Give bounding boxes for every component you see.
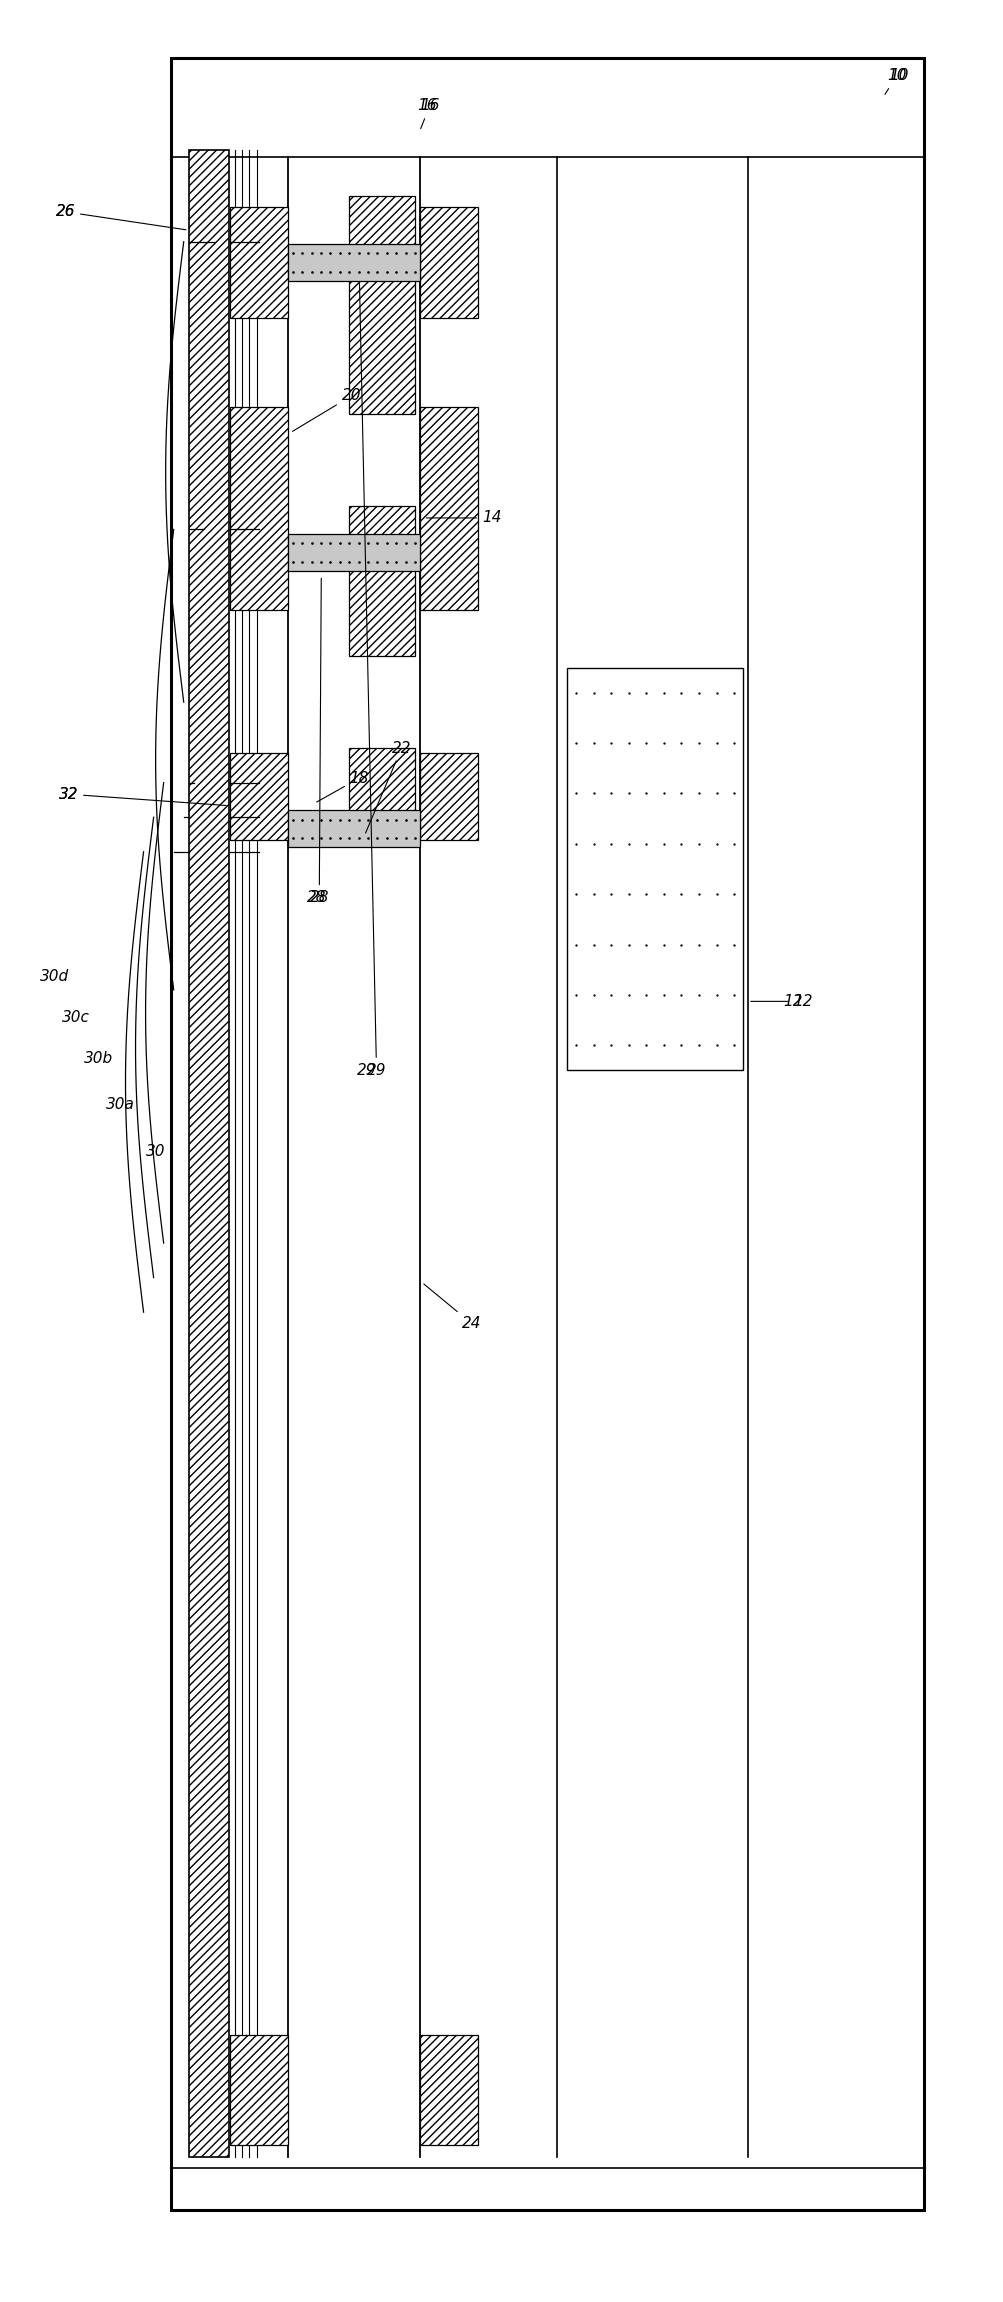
Text: 20: 20 — [292, 389, 361, 430]
Text: 16: 16 — [419, 99, 439, 129]
Text: 22: 22 — [365, 741, 411, 833]
Bar — [567, 668, 742, 1070]
Text: 16: 16 — [416, 99, 436, 113]
Bar — [419, 407, 477, 610]
Text: 10: 10 — [888, 69, 908, 83]
Text: 18: 18 — [316, 771, 369, 801]
Bar — [349, 748, 414, 840]
Bar — [230, 207, 288, 318]
Bar — [419, 753, 477, 840]
Bar — [419, 207, 477, 318]
Text: 30c: 30c — [62, 1011, 90, 1024]
Text: 30b: 30b — [83, 1052, 113, 1066]
Bar — [230, 753, 288, 840]
Text: 28: 28 — [306, 891, 326, 905]
Text: 32: 32 — [58, 787, 226, 806]
Text: 12: 12 — [782, 994, 802, 1008]
Text: 26: 26 — [55, 205, 186, 230]
Text: 32: 32 — [58, 787, 78, 801]
Text: 30d: 30d — [39, 969, 69, 983]
Bar — [349, 196, 414, 414]
Text: 10: 10 — [884, 69, 906, 94]
Bar — [171, 58, 923, 2210]
Text: 30: 30 — [145, 1144, 165, 1158]
Text: 14: 14 — [426, 511, 502, 525]
Bar — [288, 810, 419, 847]
Text: 24: 24 — [423, 1285, 481, 1331]
Text: 26: 26 — [55, 205, 75, 219]
Text: 12: 12 — [750, 994, 812, 1008]
Text: 30a: 30a — [106, 1098, 134, 1112]
Bar — [230, 2035, 288, 2145]
Bar — [288, 157, 419, 2157]
Text: 29: 29 — [359, 283, 386, 1077]
Text: 29: 29 — [356, 1064, 376, 1077]
Bar — [288, 244, 419, 281]
Bar — [419, 2035, 477, 2145]
Bar — [230, 407, 288, 610]
Bar — [189, 150, 229, 2157]
Text: 28: 28 — [309, 578, 329, 905]
Bar — [349, 506, 414, 656]
Bar — [288, 534, 419, 571]
